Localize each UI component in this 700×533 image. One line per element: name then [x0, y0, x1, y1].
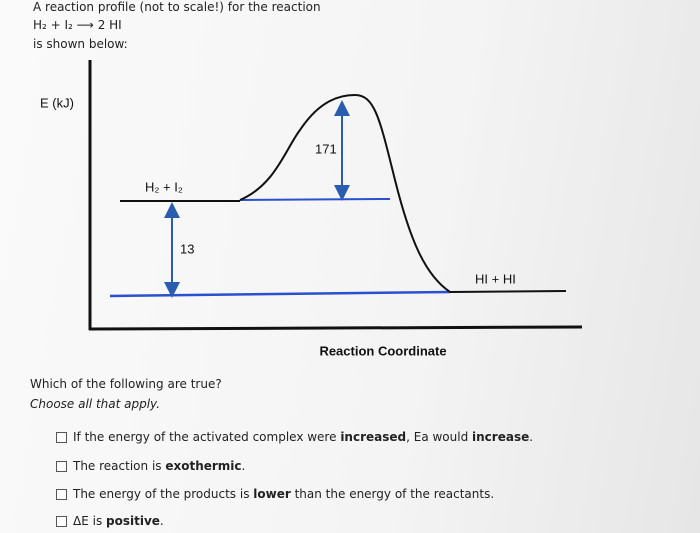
option[interactable]: If the energy of the activated complex w…	[56, 430, 533, 444]
option-text: The reaction is exothermic.	[73, 459, 245, 473]
header-line: H₂ + I₂ ⟶ 2 HI	[33, 18, 122, 32]
checkbox[interactable]	[56, 460, 67, 472]
checkbox[interactable]	[56, 488, 67, 500]
y-axis-label: E (kJ)	[40, 95, 74, 110]
header-line: A reaction profile (not to scale!) for t…	[33, 0, 321, 14]
checkbox[interactable]	[56, 515, 67, 527]
bold-text: positive	[106, 514, 160, 528]
activation-label: 171	[315, 141, 337, 156]
option[interactable]: The reaction is exothermic.	[56, 459, 245, 473]
text: If the energy of the activated complex w…	[73, 430, 341, 444]
reactants-label: H₂ + I₂	[145, 179, 183, 194]
question-prompt: Which of the following are true?	[30, 377, 222, 391]
bold-text: increase	[472, 430, 530, 444]
product-level	[109, 290, 451, 298]
text: The reaction is	[73, 459, 166, 473]
header-line: is shown below:	[33, 37, 128, 51]
option[interactable]: The energy of the products is lower than…	[56, 487, 494, 501]
delta-label: 13	[180, 241, 194, 256]
text: ΔE is	[73, 514, 107, 528]
text: The energy of the products is	[73, 487, 254, 501]
option-text: ΔE is positive.	[73, 514, 164, 528]
option-text: If the energy of the activated complex w…	[73, 430, 533, 444]
x-axis	[88, 325, 583, 331]
x-axis-label: Reaction Coordinate	[319, 343, 446, 358]
text: than the energy of the reactants.	[290, 487, 495, 501]
option[interactable]: ΔE is positive.	[56, 514, 164, 528]
reactant-level-extension	[239, 198, 391, 201]
text: , Ea would	[406, 430, 473, 444]
text: .	[241, 459, 246, 473]
products-label: HI + HI	[475, 271, 516, 286]
question-instruction: Choose all that apply.	[30, 397, 161, 411]
bold-text: increased	[340, 430, 407, 444]
energy-curve	[239, 93, 451, 293]
text: .	[159, 514, 164, 528]
bold-text: exothermic	[165, 459, 242, 473]
option-text: The energy of the products is lower than…	[73, 487, 494, 501]
checkbox[interactable]	[56, 431, 67, 443]
product-level-end	[449, 290, 567, 293]
text: .	[529, 430, 534, 444]
bold-text: lower	[253, 487, 291, 501]
